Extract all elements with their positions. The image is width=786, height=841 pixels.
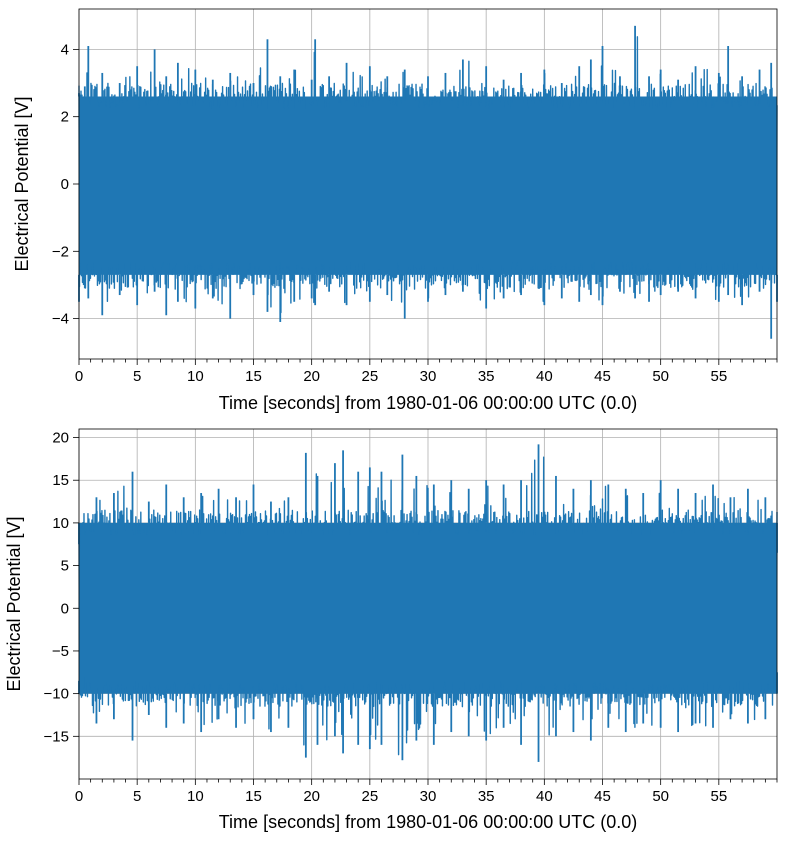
x-tick-label: 0 <box>75 368 83 385</box>
x-axis-label: Time [seconds] from 1980-01-06 00:00:00 … <box>219 393 638 413</box>
y-tick-label: −2 <box>52 243 69 260</box>
x-tick-label: 50 <box>652 368 669 385</box>
x-axis-label: Time [seconds] from 1980-01-06 00:00:00 … <box>219 812 638 832</box>
x-tick-label: 30 <box>420 788 437 805</box>
x-tick-label: 5 <box>133 368 141 385</box>
x-tick-label: 25 <box>361 368 378 385</box>
y-tick-label: 4 <box>61 41 69 58</box>
x-tick-label: 20 <box>303 788 320 805</box>
y-tick-label: −4 <box>52 311 69 328</box>
x-tick-label: 45 <box>594 368 611 385</box>
x-tick-label: 45 <box>594 788 611 805</box>
x-tick-label: 20 <box>303 368 320 385</box>
x-tick-label: 30 <box>420 368 437 385</box>
y-tick-label: −10 <box>44 686 69 703</box>
x-tick-label: 0 <box>75 788 83 805</box>
y-tick-label: 20 <box>52 430 69 447</box>
x-tick-label: 10 <box>187 368 204 385</box>
chart-panel-2: 0 5 10 15 20 25 30 35 40 45 50 55 −15 −10 −5 0 5 10 15 20 Ti… <box>4 428 778 832</box>
x-tick-label: 50 <box>652 788 669 805</box>
series-line-electrical-potential <box>78 36 778 314</box>
y-tick-label: −15 <box>44 728 69 745</box>
x-tick-label: 55 <box>710 368 727 385</box>
y-tick-label: 0 <box>61 176 69 193</box>
x-tick-label: 10 <box>187 788 204 805</box>
x-tick-label: 15 <box>245 368 262 385</box>
y-axis-label: Electrical Potential [V] <box>4 516 24 691</box>
x-tick-label: 35 <box>478 788 495 805</box>
x-tick-label: 35 <box>478 368 495 385</box>
y-axis-label: Electrical Potential [V] <box>12 96 32 271</box>
y-tick-label: 10 <box>52 515 69 532</box>
y-tick-label: 0 <box>61 600 69 617</box>
series-line-electrical-potential <box>78 456 778 756</box>
y-tick-label: −5 <box>52 643 69 660</box>
x-tick-label: 25 <box>361 788 378 805</box>
chart-panel-1: 0 5 10 15 20 25 30 35 40 45 50 55 −4 −2 0 2 4 Time [secon… <box>12 8 778 413</box>
x-tick-label: 5 <box>133 788 141 805</box>
y-tick-label: 15 <box>52 472 69 489</box>
x-tick-label: 15 <box>245 788 262 805</box>
y-tick-label: 5 <box>61 558 69 575</box>
x-tick-label: 40 <box>536 368 553 385</box>
y-tick-label: 2 <box>61 109 69 126</box>
x-tick-label: 40 <box>536 788 553 805</box>
x-tick-label: 55 <box>710 788 727 805</box>
